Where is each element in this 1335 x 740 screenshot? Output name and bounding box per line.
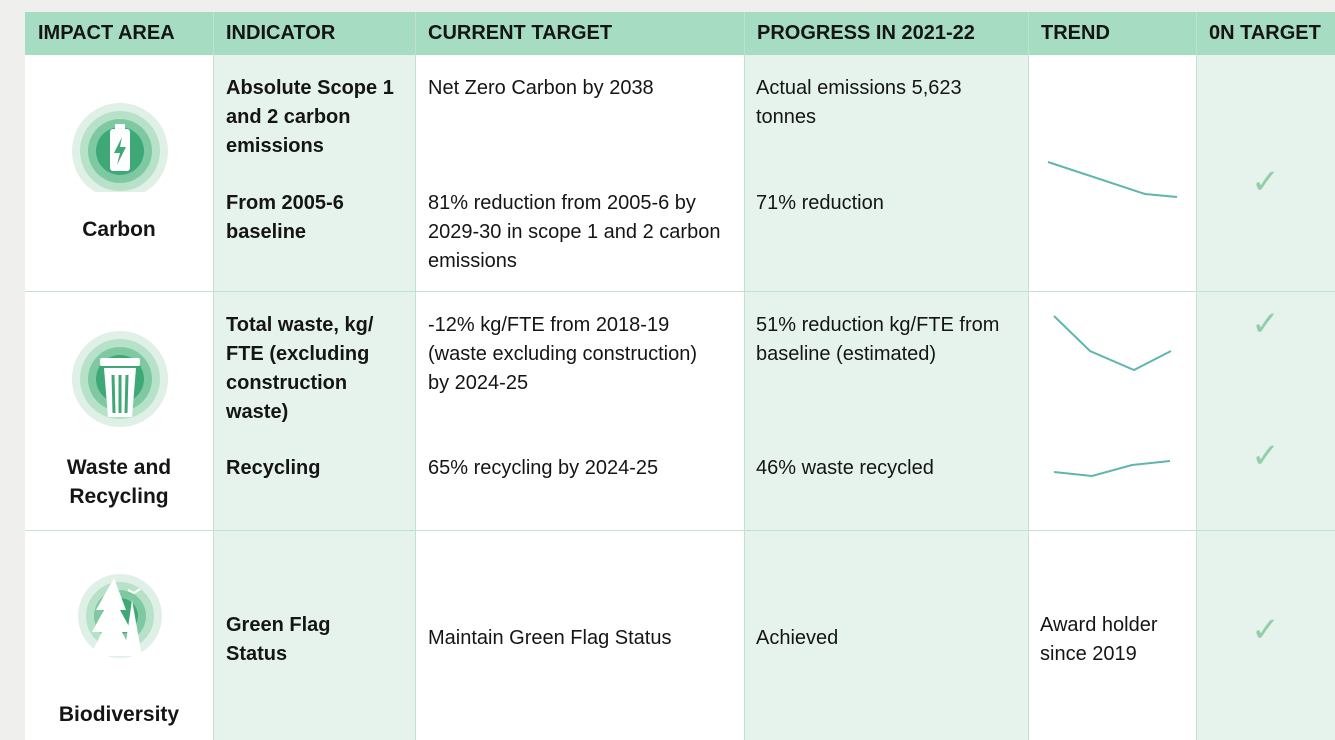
target: 81% reduction from 2005-6 by 2029-30 in … (428, 192, 721, 272)
divider (744, 12, 745, 740)
check: ✓ (1251, 305, 1280, 343)
progress: Achieved (756, 627, 839, 649)
check: ✓ (1251, 163, 1280, 201)
trend-text: Award holder since 2019 (1040, 614, 1158, 665)
divider (213, 12, 214, 740)
indicator: Recycling (226, 457, 321, 479)
target: -12% kg/FTE from 2018-19 (waste excludin… (428, 314, 698, 394)
indicator: Absolute Scope 1 and 2 carbon emissions (226, 77, 394, 157)
indicator: Total waste, kg/ FTE (excluding construc… (226, 314, 374, 423)
progress: 46% waste recycled (756, 457, 934, 479)
header-cell: CURRENT TARGET (428, 22, 613, 44)
waste-icon (72, 331, 168, 427)
header-cell: PROGRESS IN 2021-22 (757, 22, 975, 44)
header-cell: IMPACT AREA (38, 22, 175, 44)
impact-area: Biodiversity (58, 703, 180, 726)
cell-bg (1196, 55, 1335, 740)
target: Maintain Green Flag Status (428, 627, 672, 649)
target: 65% recycling by 2024-25 (428, 457, 659, 479)
progress: Actual emissions 5,623 tonnes (756, 77, 962, 128)
header-cell: INDICATOR (226, 22, 336, 44)
header-cell: TREND (1041, 22, 1110, 44)
carbon-icon (72, 103, 168, 192)
progress: 71% reduction (756, 192, 884, 214)
progress: 51% reduction kg/FTE from baseline (esti… (756, 314, 1000, 365)
divider (415, 12, 416, 740)
header-cell: 0N TARGET (1209, 22, 1321, 44)
divider (1196, 12, 1197, 740)
target: Net Zero Carbon by 2038 (428, 77, 654, 99)
check: ✓ (1251, 611, 1280, 649)
cell-bg (415, 55, 744, 740)
impact-area: Carbon (82, 218, 156, 241)
cell-bg (213, 55, 415, 740)
trend-lines (1047, 161, 1178, 478)
indicator: From 2005-6 baseline (226, 192, 344, 243)
header-bg (25, 12, 1335, 55)
divider (1028, 12, 1029, 740)
biodiversity-icon (78, 574, 162, 658)
check: ✓ (1251, 437, 1280, 475)
cell-bg (1028, 55, 1196, 740)
impact-area: Waste and Recycling (66, 456, 172, 508)
divider (25, 530, 1335, 531)
cell-bg (744, 55, 1028, 740)
indicator: Green Flag Status (226, 614, 331, 665)
divider (25, 291, 1335, 292)
